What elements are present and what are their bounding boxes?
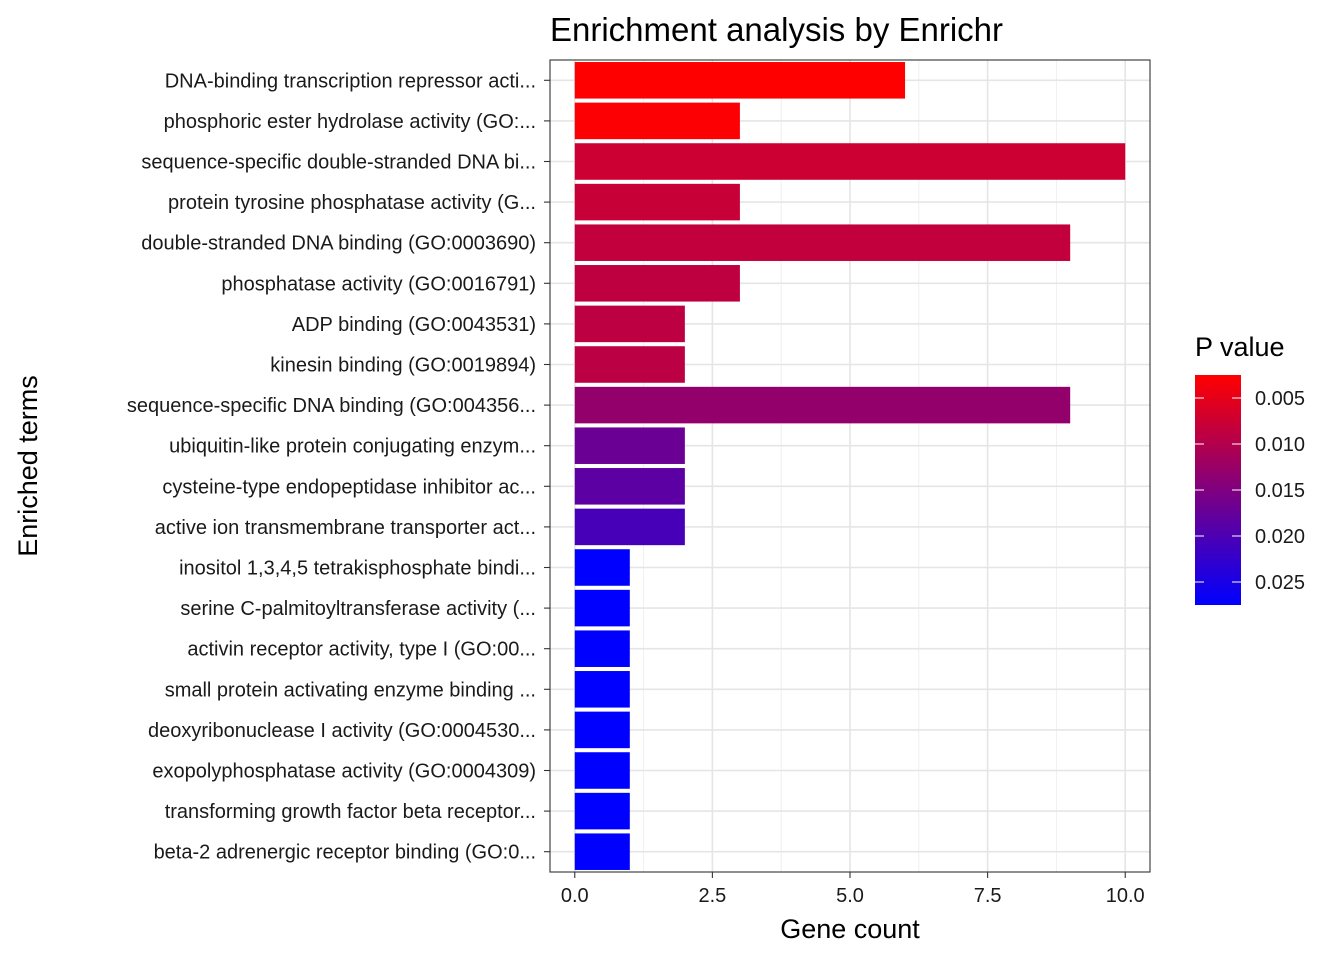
y-tick-label: cysteine-type endopeptidase inhibitor ac… [162,476,536,498]
bar [574,589,630,627]
bar [574,102,740,140]
bar [574,265,740,302]
bar [574,833,630,870]
x-axis-ticks: 0.0 2.5 5.0 7.5 10.0 [561,872,1145,907]
legend-tick-label: 0.025 [1255,572,1305,594]
y-axis-ticks: DNA-binding transcription repressor acti… [127,70,550,864]
y-tick-label: deoxyribonuclease I activity (GO:0004530… [148,720,536,742]
bar [574,427,685,464]
y-tick-label: protein tyrosine phosphatase activity (G… [168,192,536,214]
y-tick-label: double-stranded DNA binding (GO:0003690) [141,233,536,255]
legend-title: P value [1195,332,1285,362]
legend: P value 0.005 0.010 0.015 0.020 0.025 [1195,332,1305,605]
y-tick-label: serine C-palmitoyltransferase activity (… [180,598,536,620]
x-tick-label: 2.5 [698,885,726,907]
bar [574,143,1126,180]
y-tick-label: ubiquitin-like protein conjugating enzym… [169,436,536,458]
y-tick-label: sequence-specific DNA binding (GO:004356… [127,395,536,417]
legend-tick-label: 0.020 [1255,526,1305,548]
y-tick-label: beta-2 adrenergic receptor binding (GO:0… [154,842,536,864]
y-tick-label: phosphoric ester hydrolase activity (GO:… [164,111,536,133]
bar [574,671,630,708]
legend-ticks: 0.005 0.010 0.015 0.020 0.025 [1195,388,1305,594]
bar [574,305,685,343]
x-tick-label: 7.5 [974,885,1002,907]
bar [574,183,740,221]
bars [574,62,1126,870]
bar [574,346,685,383]
y-tick-label: sequence-specific double-stranded DNA bi… [141,152,536,174]
legend-tick-label: 0.005 [1255,388,1305,410]
bar [574,549,630,586]
legend-tick-label: 0.010 [1255,434,1305,456]
x-axis-title: Gene count [780,914,920,944]
y-tick-label: DNA-binding transcription repressor acti… [165,70,536,92]
bar [574,62,906,99]
bar [574,752,630,789]
x-tick-label: 5.0 [836,885,864,907]
chart-title: Enrichment analysis by Enrichr [550,11,1003,48]
x-tick-label: 0.0 [561,885,589,907]
bar [574,386,1071,424]
bar [574,792,630,830]
x-tick-label: 10.0 [1106,885,1145,907]
bar [574,508,685,546]
bar [574,224,1071,261]
y-tick-label: exopolyphosphatase activity (GO:0004309) [152,761,536,783]
y-tick-label: ADP binding (GO:0043531) [292,314,536,336]
bar [574,630,630,667]
y-tick-label: phosphatase activity (GO:0016791) [221,273,536,295]
legend-tick-label: 0.015 [1255,480,1305,502]
bar [574,468,685,505]
y-tick-label: activin receptor activity, type I (GO:00… [187,639,536,661]
bar [574,711,630,749]
y-axis-title: Enriched terms [13,375,43,557]
y-tick-label: transforming growth factor beta receptor… [165,801,536,823]
y-tick-label: small protein activating enzyme binding … [165,679,536,701]
y-tick-label: kinesin binding (GO:0019894) [270,355,536,377]
y-tick-label: inositol 1,3,4,5 tetrakisphosphate bindi… [179,558,536,580]
y-tick-label: active ion transmembrane transporter act… [155,517,536,539]
